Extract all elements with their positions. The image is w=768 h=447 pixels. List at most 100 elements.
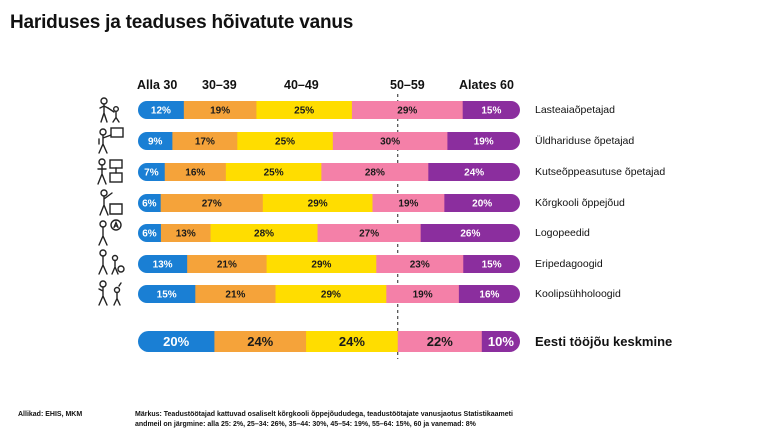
category-label-koolips-hholoogid: Koolipsühholoogid [535,288,621,300]
bar-segment-ldhariduse-petajad-alla-30 [138,132,173,150]
bar-segment-kutse-ppeasutuse-petajad-40-49 [225,163,322,181]
data-label-eripedagoogid-50-59: 23% [410,260,430,271]
data-label-eesti-toojou-keskmine-alates-60: 10% [488,334,514,349]
bar-segment-eripedagoogid-50-59 [376,255,464,273]
column-header-40-49: 40–49 [284,78,319,92]
data-label-eripedagoogid-alla-30: 13% [153,260,173,271]
category-label-k-rgkooli-ppej-ud: Kõrgkooli õppejõud [535,197,625,209]
data-label-ldhariduse-petajad-30-39: 17% [195,137,215,148]
data-label-ldhariduse-petajad-40-49: 25% [275,137,295,148]
data-label-logopeedid-50-59: 27% [359,229,379,240]
bar-row-k-rgkooli-ppej-ud [138,194,520,212]
lecturer-icon [99,189,123,216]
column-header-alates-60: Alates 60 [459,78,514,92]
category-label-lasteaia-petajad: Lasteaiaõpetajad [535,104,615,116]
column-header-50-59: 50–59 [390,78,425,92]
data-label-logopeedid-30-39: 13% [176,229,196,240]
data-label-lasteaia-petajad-alla-30: 12% [151,106,171,117]
bar-segment-kutse-ppeasutuse-petajad-alates-60 [428,163,520,181]
bar-segment-logopeedid-50-59 [317,224,422,242]
bar-segment-kutse-ppeasutuse-petajad-alla-30 [138,163,166,181]
bar-segment-eesti-toojou-keskmine-alla-30 [138,331,215,352]
data-label-k-rgkooli-ppej-ud-40-49: 29% [308,199,328,210]
bar-row-eripedagoogid [138,255,520,273]
bar-segment-eesti-toojou-keskmine-40-49 [306,331,399,352]
data-label-koolips-hholoogid-50-59: 19% [413,290,433,301]
data-label-kutse-ppeasutuse-petajad-30-39: 16% [185,168,205,179]
footnote-line-2: andmeil on järgmine: alla 25: 2%, 25–34:… [135,421,476,428]
column-header-30-39: 30–39 [202,78,237,92]
bar-segment-koolips-hholoogid-30-39 [195,285,277,303]
footnote-line-1: Märkus: Teadustöötajad kattuvad osalisel… [135,411,513,418]
teacher-board-icon [98,127,124,154]
bar-segment-lasteaia-petajad-alates-60 [462,101,520,119]
bar-row-koolips-hholoogid [138,285,520,303]
data-label-lasteaia-petajad-50-59: 29% [397,106,417,117]
bar-segment-koolips-hholoogid-alla-30 [138,285,196,303]
bar-segment-koolips-hholoogid-alates-60 [458,285,520,303]
data-label-kutse-ppeasutuse-petajad-alla-30: 7% [144,168,159,179]
data-label-koolips-hholoogid-40-49: 29% [321,290,341,301]
bar-segment-logopeedid-alates-60 [420,224,520,242]
data-label-k-rgkooli-ppej-ud-30-39: 27% [202,199,222,210]
bar-segment-ldhariduse-petajad-50-59 [332,132,449,150]
bar-segment-koolips-hholoogid-40-49 [275,285,387,303]
bar-segment-lasteaia-petajad-30-39 [183,101,258,119]
category-label-kutse-ppeasutuse-petajad: Kutseõppeasutuse õpetajad [535,166,666,178]
data-label-lasteaia-petajad-40-49: 25% [294,106,314,117]
bar-segment-ldhariduse-petajad-alates-60 [447,132,520,150]
bar-segment-k-rgkooli-ppej-ud-30-39 [160,194,264,212]
bar-segment-k-rgkooli-ppej-ud-alla-30 [138,194,162,212]
vocational-teacher-icon [97,158,123,185]
bar-segment-eripedagoogid-30-39 [187,255,268,273]
bar-segment-logopeedid-alla-30 [138,224,162,242]
bar-segment-logopeedid-30-39 [160,224,212,242]
reference-label: Eesti tööjõu keskmine [535,334,673,349]
bar-segment-eripedagoogid-alla-30 [138,255,188,273]
category-label-eripedagoogid: Eripedagoogid [535,258,603,270]
data-label-lasteaia-petajad-alates-60: 15% [481,106,501,117]
data-label-lasteaia-petajad-30-39: 19% [210,106,230,117]
data-label-logopeedid-40-49: 28% [254,229,274,240]
bar-segment-lasteaia-petajad-50-59 [351,101,464,119]
page-title: Hariduses ja teaduses hõivatute vanus [10,12,354,33]
bar-segment-lasteaia-petajad-40-49 [256,101,353,119]
data-label-kutse-ppeasutuse-petajad-50-59: 28% [365,168,385,179]
bar-row-logopeedid [138,224,520,242]
bar-segment-ldhariduse-petajad-30-39 [172,132,238,150]
data-label-eesti-toojou-keskmine-40-49: 24% [339,334,365,349]
bar-row-kutse-ppeasutuse-petajad [138,163,520,181]
data-label-ldhariduse-petajad-alla-30: 9% [148,137,163,148]
bar-segment-ldhariduse-petajad-40-49 [237,132,334,150]
bar-segment-eripedagoogid-alates-60 [463,255,520,273]
bar-segment-koolips-hholoogid-50-59 [386,285,460,303]
data-label-kutse-ppeasutuse-petajad-40-49: 25% [264,168,284,179]
bar-segment-logopeedid-40-49 [210,224,319,242]
data-label-koolips-hholoogid-alla-30: 15% [157,290,177,301]
speech-therapist-icon [98,219,122,246]
data-label-k-rgkooli-ppej-ud-alates-60: 20% [472,199,492,210]
source-note: Allikad: EHIS, MKM [18,411,83,418]
category-label-ldhariduse-petajad: Üldhariduse õpetajad [535,135,635,147]
category-label-logopeedid: Logopeedid [535,227,590,239]
teacher-child-icon [99,97,120,123]
bar-segment-k-rgkooli-ppej-ud-40-49 [262,194,374,212]
bar-row-lasteaia-petajad [138,101,520,119]
data-label-eesti-toojou-keskmine-alla-30: 20% [163,334,189,349]
bar-segment-k-rgkooli-ppej-ud-alates-60 [444,194,520,212]
data-label-koolips-hholoogid-30-39: 21% [225,290,245,301]
data-label-ldhariduse-petajad-alates-60: 19% [474,137,494,148]
bar-segment-eesti-toojou-keskmine-30-39 [214,331,307,352]
data-label-eesti-toojou-keskmine-50-59: 22% [427,334,453,349]
data-label-eripedagoogid-30-39: 21% [217,260,237,271]
bar-segment-eesti-toojou-keskmine-alates-60 [481,331,520,352]
bar-segment-k-rgkooli-ppej-ud-50-59 [372,194,445,212]
data-label-k-rgkooli-ppej-ud-50-59: 19% [398,199,418,210]
data-label-k-rgkooli-ppej-ud-alla-30: 6% [142,199,157,210]
data-label-eripedagoogid-40-49: 29% [311,260,331,271]
data-label-logopeedid-alates-60: 26% [460,229,480,240]
bar-segment-eesti-toojou-keskmine-50-59 [397,331,483,352]
bar-segment-eripedagoogid-40-49 [266,255,377,273]
bar-segment-kutse-ppeasutuse-petajad-50-59 [321,163,429,181]
